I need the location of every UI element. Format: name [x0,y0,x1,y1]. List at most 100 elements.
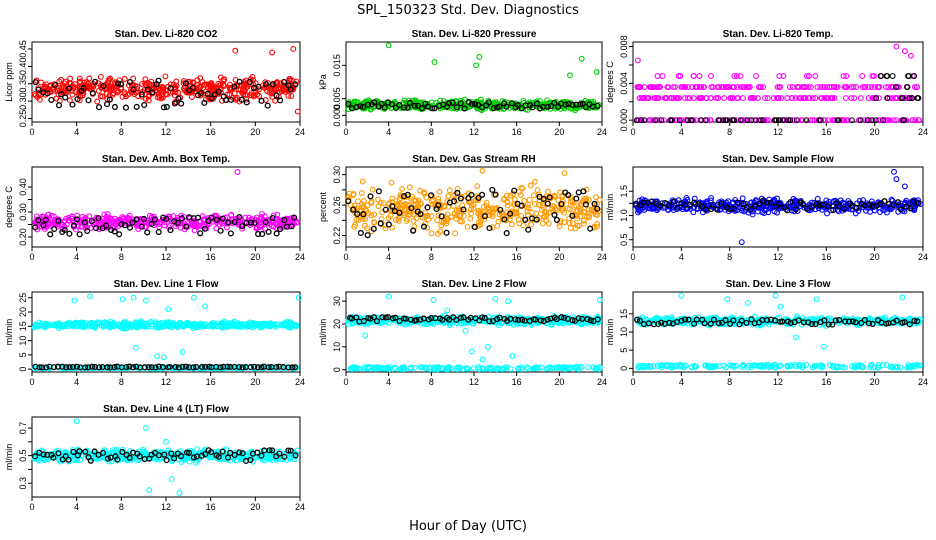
data-point [850,84,857,91]
data-point [699,95,706,102]
data-point [596,297,603,303]
data-point [851,95,858,102]
data-point [817,117,824,124]
data-point [370,225,377,232]
data-point [791,117,798,124]
data-point [883,84,889,91]
data-point [435,212,442,219]
data-point [525,201,531,208]
data-point [648,198,655,205]
data-point [373,318,381,325]
data-point [112,215,119,222]
data-point [193,222,200,229]
data-point [360,197,367,204]
data-point [905,73,912,79]
data-point [286,324,293,331]
data-point [387,212,394,219]
data-point [205,217,212,224]
data-point [141,101,148,109]
data-point [408,205,415,212]
data-point [745,84,752,91]
data-point [479,356,486,363]
data-point [286,76,293,82]
x-tick-label: 4 [74,127,79,137]
data-point [853,204,860,211]
y-axis-label: degrees C [605,61,615,103]
data-point [518,202,525,209]
data-point [282,319,289,326]
data-point [241,81,248,88]
y-tick-label: 0.20 [18,228,28,246]
data-point [382,314,389,321]
y-tick-label: 0.000 [332,104,342,127]
data-point [596,196,603,203]
x-tick-label: 20 [870,377,880,387]
data-point [841,117,848,124]
y-tick-label: 0.008 [619,35,629,58]
data-point [265,228,272,235]
data-point [396,317,403,324]
data-point [594,316,601,323]
data-point [481,213,488,220]
data-point [780,73,787,79]
data-point [420,223,428,230]
data-point [914,84,921,91]
data-point [565,191,572,198]
data-point [369,186,376,193]
data-point [35,86,42,93]
x-tick-label: 20 [554,377,564,387]
data-point [641,84,648,91]
data-point [292,81,299,88]
data-point [255,231,262,238]
data-point [133,216,140,223]
data-point [471,224,478,231]
data-point [740,200,747,208]
data-point [274,211,281,218]
data-point [94,98,101,105]
data-point [72,81,78,88]
data-point [453,366,460,373]
data-point [591,200,598,207]
data-point [381,104,388,111]
data-point [58,91,65,98]
data-point [708,195,715,201]
data-point [273,230,280,237]
data-point [460,314,467,321]
data-point [900,117,907,124]
data-point [802,84,809,91]
data-point [174,219,181,226]
data-point [392,314,399,321]
y-tick-label: 10 [18,336,28,346]
data-point [254,218,261,225]
data-point [486,206,493,213]
data-point [360,318,367,325]
data-point [690,73,697,79]
data-point [36,96,43,103]
data-point [834,117,841,124]
data-point [714,206,721,213]
data-point [69,213,76,220]
data-point [172,363,179,371]
data-point [438,213,445,220]
x-tick-label: 20 [250,252,260,262]
data-point [681,84,688,91]
data-point [225,219,232,226]
data-point [382,206,389,213]
data-point [217,364,224,371]
data-point [148,318,155,325]
data-point [354,211,361,218]
data-points [345,293,603,373]
data-point [43,364,50,371]
data-point [501,216,508,223]
data-point [396,101,403,109]
data-point [903,117,910,124]
data-point [511,200,518,207]
data-point [467,206,474,213]
data-point [688,117,695,124]
data-point [396,196,403,203]
data-point [843,73,850,79]
data-point [897,206,904,213]
data-point [516,220,523,227]
data-point [460,206,467,213]
